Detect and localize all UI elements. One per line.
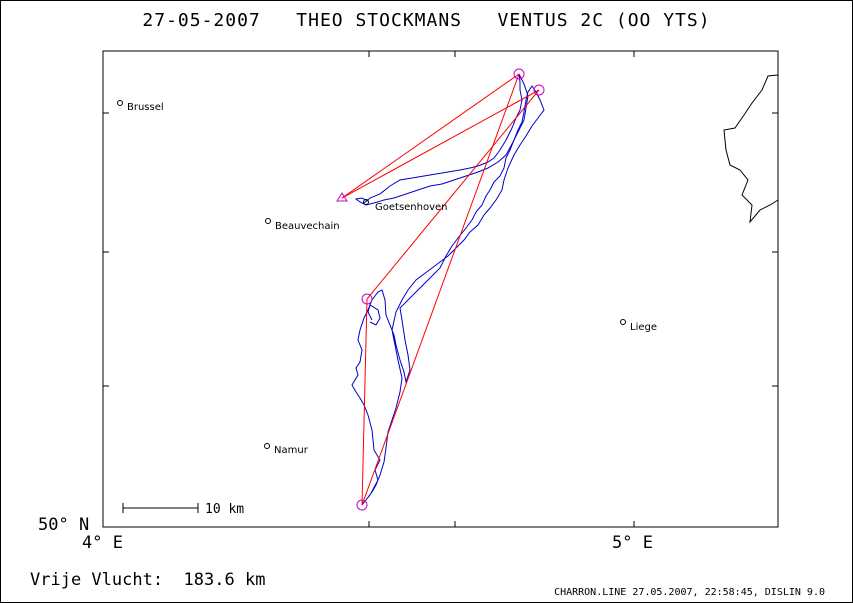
scale-bar: 10 km [122, 502, 244, 517]
city-marker [264, 443, 270, 449]
city-goetsenhoven: Goetsenhoven [375, 202, 448, 213]
lon-ticks [368, 51, 635, 527]
flight-track-loop [367, 304, 381, 326]
map-title: 27-05-2007 THEO STOCKMANS VENTUS 2C (OO … [0, 10, 853, 31]
credit-line: CHARRON.LINE 27.05.2007, 22:58:45, DISLI… [554, 587, 825, 598]
title-glider: VENTUS 2C (OO YTS) [497, 10, 711, 31]
city-marker [620, 319, 626, 325]
turnpoint-marker [361, 293, 373, 305]
flight-type: Vrije Vlucht: [30, 570, 164, 590]
turnpoint-marker [533, 84, 545, 96]
country-border [723, 74, 779, 224]
city-marker [363, 199, 369, 205]
flight-summary: Vrije Vlucht: 183.6 km [30, 570, 265, 590]
title-pilot: THEO STOCKMANS [296, 10, 462, 31]
cities: Brussel Beauvechain Goetsenhoven Liege N… [117, 100, 657, 456]
city-marker [265, 218, 271, 224]
turnpoints [336, 68, 545, 511]
city-namur: Namur [274, 445, 309, 456]
scale-label: 10 km [205, 502, 244, 517]
city-liege: Liege [630, 322, 657, 333]
flight-track-north [354, 73, 529, 206]
task-lines [341, 73, 540, 506]
lon-label-left: 4° E [82, 533, 123, 553]
turnpoint-marker [513, 68, 525, 80]
turnpoint-marker [356, 499, 368, 511]
city-beauvechain: Beauvechain [275, 221, 340, 232]
city-marker [117, 100, 123, 106]
title-date: 27-05-2007 [142, 10, 261, 31]
city-brussel: Brussel [127, 102, 164, 113]
start-marker [336, 192, 348, 202]
lat-label: 50° N [38, 515, 90, 535]
map-border [102, 50, 779, 528]
lat-ticks [103, 112, 778, 387]
flight-track [351, 85, 545, 506]
flight-distance: 183.6 km [183, 570, 266, 590]
lon-label-right: 5° E [612, 533, 653, 553]
